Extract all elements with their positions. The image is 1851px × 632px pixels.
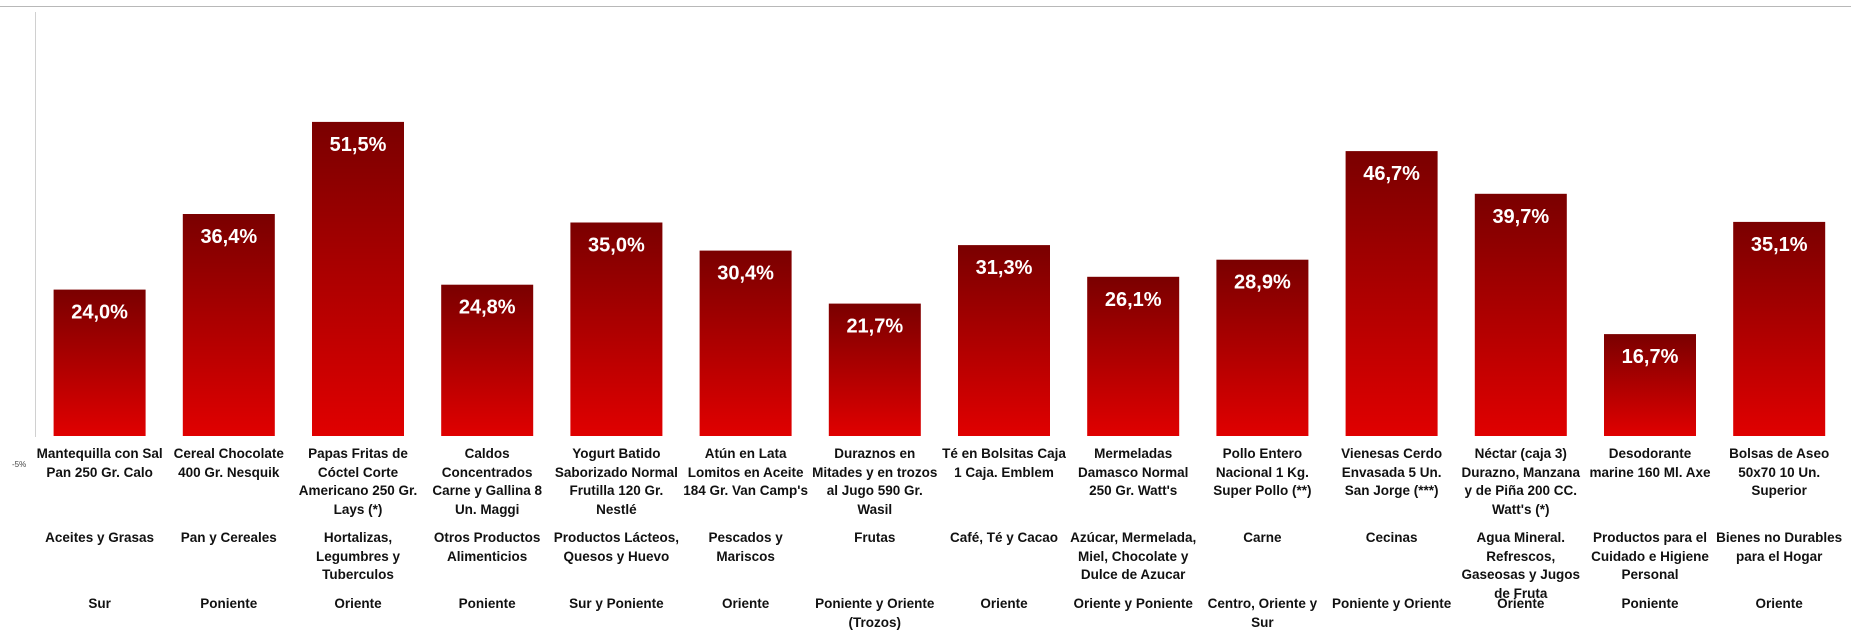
bar-value-label-13: 16,7% bbox=[1622, 346, 1679, 368]
bar-value-label-10: 28,9% bbox=[1234, 272, 1291, 294]
bar-value-label-12: 39,7% bbox=[1492, 206, 1549, 228]
category-label-10: Carne bbox=[1243, 530, 1282, 545]
product-label-4: Caldos Concentrados Carne y Gallina 8 Un… bbox=[432, 446, 542, 517]
bar-value-label-11: 46,7% bbox=[1363, 163, 1420, 185]
top-border bbox=[0, 6, 1851, 7]
product-label-12: Néctar (caja 3) Durazno, Manzana y de Pi… bbox=[1461, 446, 1581, 517]
category-label-3: Hortalizas, Legumbres y Tuberculos bbox=[315, 530, 400, 582]
bar-12 bbox=[1474, 193, 1567, 436]
bar-13 bbox=[1604, 334, 1696, 436]
bar-11 bbox=[1345, 151, 1438, 436]
product-label-3: Papas Fritas de Cóctel Corte Americano 2… bbox=[298, 446, 418, 517]
zone-label-1: Sur bbox=[88, 596, 111, 611]
bar-value-label-3: 51,5% bbox=[330, 134, 387, 156]
product-label-9: Mermeladas Damasco Normal 250 Gr. Watt's bbox=[1078, 446, 1189, 498]
bar-1 bbox=[53, 289, 146, 436]
product-label-8: Té en Bolsitas Caja 1 Caja. Emblem bbox=[942, 446, 1066, 480]
bar-value-label-6: 30,4% bbox=[717, 263, 774, 285]
bar-2 bbox=[182, 214, 275, 436]
product-label-10: Pollo Entero Nacional 1 Kg. Super Pollo … bbox=[1213, 446, 1312, 498]
bar-4 bbox=[441, 284, 534, 436]
zone-label-14: Oriente bbox=[1755, 596, 1803, 611]
bar-10 bbox=[1216, 259, 1309, 436]
zone-label-4: Poniente bbox=[458, 596, 516, 611]
category-label-8: Café, Té y Cacao bbox=[949, 530, 1058, 545]
bar-value-label-4: 24,8% bbox=[459, 297, 516, 319]
bar-6 bbox=[699, 250, 792, 436]
product-label-6: Atún en Lata Lomitos en Aceite 184 Gr. V… bbox=[683, 446, 808, 498]
product-label-7: Duraznos en Mitades y en trozos al Jugo … bbox=[812, 446, 938, 517]
zone-label-8: Oriente bbox=[980, 596, 1028, 611]
category-label-1: Aceites y Grasas bbox=[45, 530, 154, 545]
product-label-2: Cereal Chocolate 400 Gr. Nesquik bbox=[173, 446, 284, 480]
bar-value-label-8: 31,3% bbox=[976, 257, 1033, 279]
category-label-9: Azúcar, Mermelada, Miel, Chocolate y Dul… bbox=[1070, 530, 1197, 582]
category-label-7: Frutas bbox=[854, 530, 896, 545]
category-label-12: Agua Mineral. Refrescos, Gaseosas y Jugo… bbox=[1461, 530, 1581, 601]
category-label-5: Productos Lácteos, Quesos y Huevo bbox=[553, 530, 680, 564]
category-label-2: Pan y Cereales bbox=[180, 530, 277, 545]
zone-label-13: Poniente bbox=[1621, 596, 1679, 611]
product-label-1: Mantequilla con Sal Pan 250 Gr. Calo bbox=[36, 446, 163, 480]
bar-value-label-5: 35,0% bbox=[588, 235, 645, 257]
category-label-4: Otros Productos Alimenticios bbox=[433, 530, 541, 564]
zone-label-12: Oriente bbox=[1497, 596, 1545, 611]
bar-value-label-1: 24,0% bbox=[71, 302, 128, 324]
bar-3 bbox=[312, 121, 404, 437]
zone-label-3: Oriente bbox=[334, 596, 382, 611]
bar-9 bbox=[1087, 276, 1180, 436]
category-label-11: Cecinas bbox=[1365, 530, 1418, 545]
bar-14 bbox=[1733, 221, 1826, 436]
product-label-13: Desodorante marine 160 Ml. Axe bbox=[1589, 446, 1711, 480]
bar-value-label-14: 35,1% bbox=[1751, 234, 1808, 256]
zone-label-9: Oriente y Poniente bbox=[1073, 596, 1193, 611]
y-axis-min-label: -5% bbox=[12, 460, 27, 469]
zone-label-6: Oriente bbox=[721, 596, 770, 611]
bar-8 bbox=[958, 245, 1050, 436]
bar-value-label-2: 36,4% bbox=[200, 226, 257, 248]
zone-label-11: Poniente y Oriente bbox=[1331, 596, 1452, 611]
zone-label-10: Centro, Oriente y Sur bbox=[1207, 596, 1318, 630]
bar-value-label-9: 26,1% bbox=[1105, 289, 1162, 311]
zone-label-5: Sur y Poniente bbox=[569, 596, 664, 611]
product-label-14: Bolsas de Aseo 50x70 10 Un. Superior bbox=[1729, 446, 1830, 498]
category-label-6: Pescados y Mariscos bbox=[708, 530, 783, 564]
category-label-13: Productos para el Cuidado e Higiene Pers… bbox=[1591, 530, 1709, 582]
bar-5 bbox=[570, 222, 663, 436]
bar-7 bbox=[828, 303, 921, 436]
category-label-14: Bienes no Durables para el Hogar bbox=[1716, 530, 1843, 564]
product-label-5: Yogurt Batido Saborizado Normal Frutilla… bbox=[554, 446, 678, 517]
product-label-11: Vienesas Cerdo Envasada 5 Un. San Jorge … bbox=[1341, 446, 1443, 498]
zone-label-7: Poniente y Oriente (Trozos) bbox=[815, 596, 935, 630]
zone-label-2: Poniente bbox=[200, 596, 258, 611]
y-axis-line bbox=[35, 12, 36, 437]
bar-value-label-7: 21,7% bbox=[846, 316, 903, 338]
